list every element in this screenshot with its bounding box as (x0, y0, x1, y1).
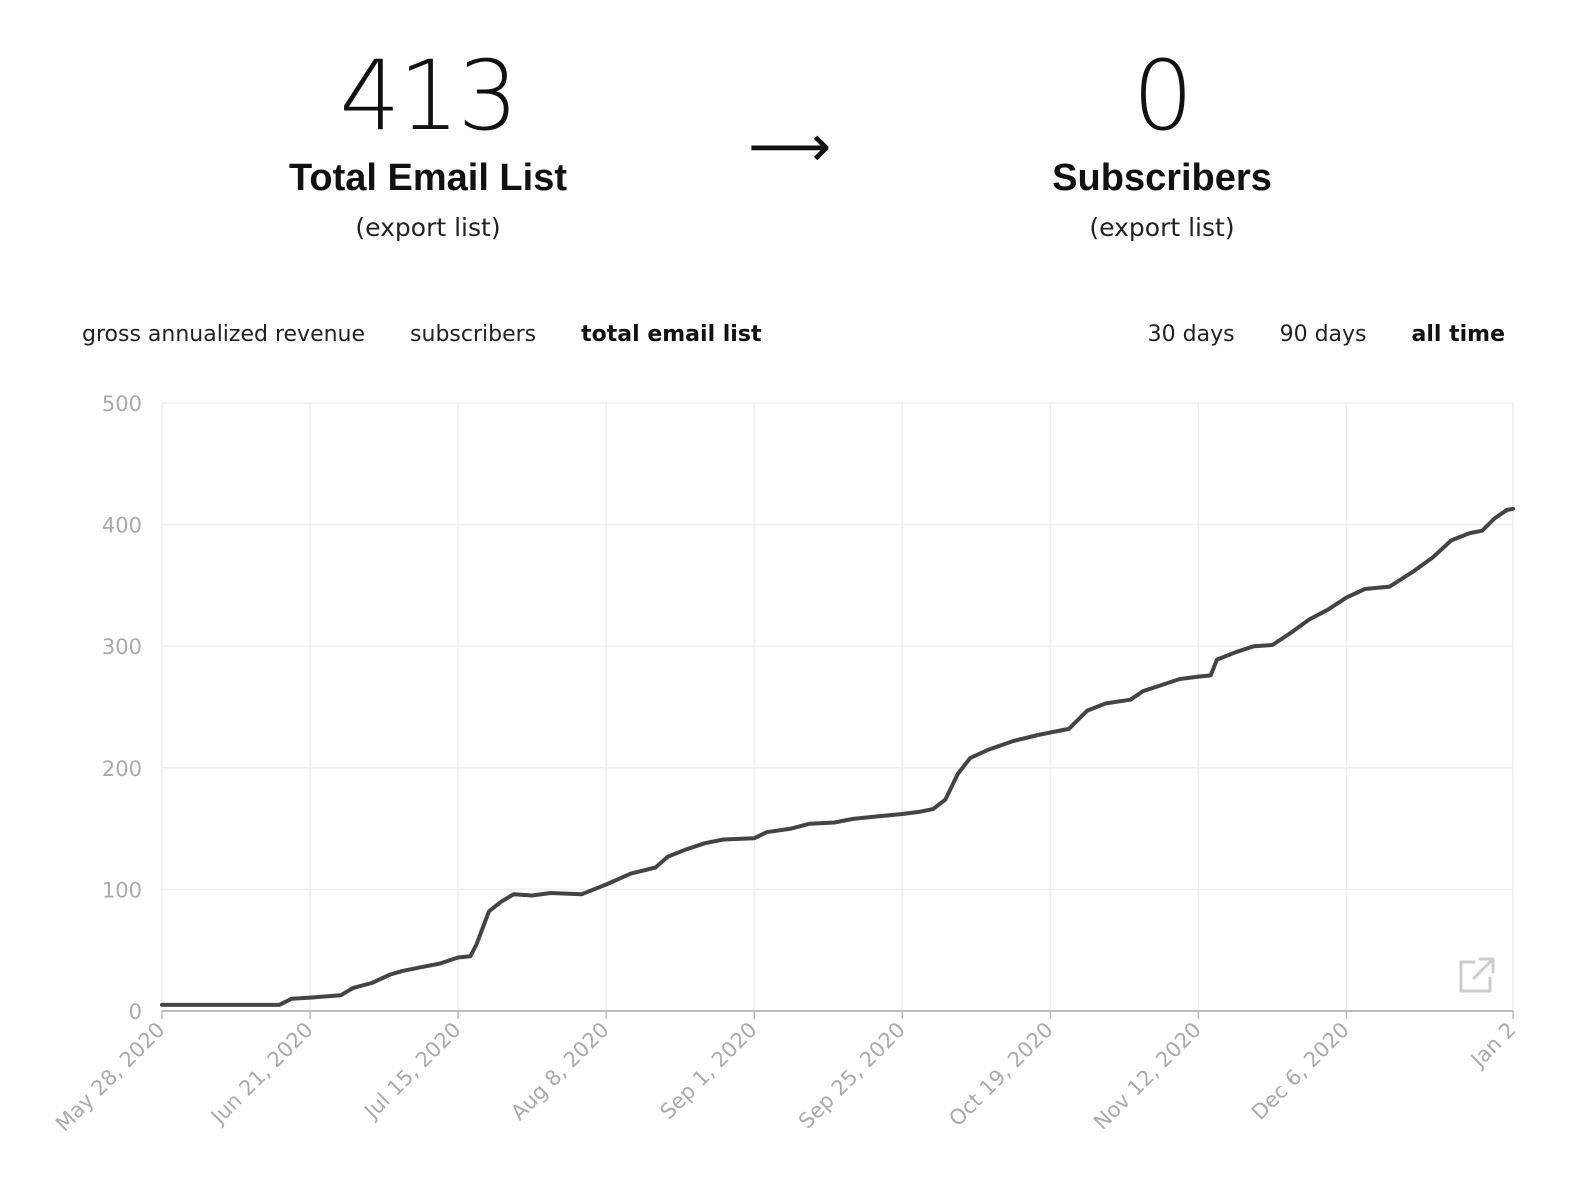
subscribers-stat: 0 Subscribers (export list) (902, 40, 1422, 246)
total-email-list-stat: 413 Total Email List (export list) (168, 40, 688, 246)
x-tick-label: Nov 12, 2020 (1089, 1018, 1206, 1135)
y-tick-label: 200 (102, 757, 142, 781)
x-tick-label: Aug 8, 2020 (506, 1018, 613, 1125)
tab-total-email-list[interactable]: total email list (581, 322, 762, 347)
chart-series (160, 506, 1515, 1007)
tab-90-days[interactable]: 90 days (1279, 322, 1367, 347)
x-tick-label: Sep 25, 2020 (794, 1018, 910, 1134)
y-tick-label: 300 (102, 635, 142, 659)
total-email-list-count: 413 (339, 40, 518, 152)
tab-all-time[interactable]: all time (1411, 322, 1506, 347)
x-tick-label: Jan 2 (1465, 1018, 1520, 1073)
range-tabs: 30 days 90 days all time (1110, 318, 1505, 352)
x-tick-label: Jul 15, 2020 (358, 1018, 465, 1125)
tab-gross-annualized-revenue[interactable]: gross annualized revenue (82, 322, 366, 347)
export-total-list-link[interactable]: (export list) (355, 213, 501, 242)
x-tick-label: Jun 21, 2020 (205, 1018, 317, 1130)
series-line-0 (160, 506, 1515, 1007)
metric-tabs: gross annualized revenue subscribers tot… (82, 318, 799, 352)
tab-30-days[interactable]: 30 days (1147, 322, 1235, 347)
chart-grid (161, 402, 1514, 1011)
x-tick-label: Sep 1, 2020 (655, 1018, 761, 1124)
export-subscribers-link[interactable]: (export list) (1089, 213, 1235, 242)
x-tick-label: Dec 6, 2020 (1247, 1018, 1354, 1125)
y-tick-label: 0 (129, 1000, 142, 1024)
chart-axes: 0 100 200 300 400 500 May 28, 2020 Jun 21, 2020… (51, 392, 1521, 1136)
y-tick-label: 100 (102, 878, 142, 902)
right-arrow-icon: ⟶ (748, 112, 832, 180)
subscribers-count: 0 (1132, 40, 1193, 152)
tab-subscribers[interactable]: subscribers (410, 322, 537, 347)
subscribers-label: Subscribers (1052, 157, 1272, 199)
x-tick-label: Oct 19, 2020 (944, 1018, 1057, 1131)
x-tick-label: May 28, 2020 (51, 1018, 170, 1137)
total-email-list-label: Total Email List (288, 157, 567, 199)
external-link-icon[interactable] (1458, 956, 1496, 994)
y-tick-label: 500 (102, 392, 142, 416)
y-tick-label: 400 (102, 514, 142, 538)
